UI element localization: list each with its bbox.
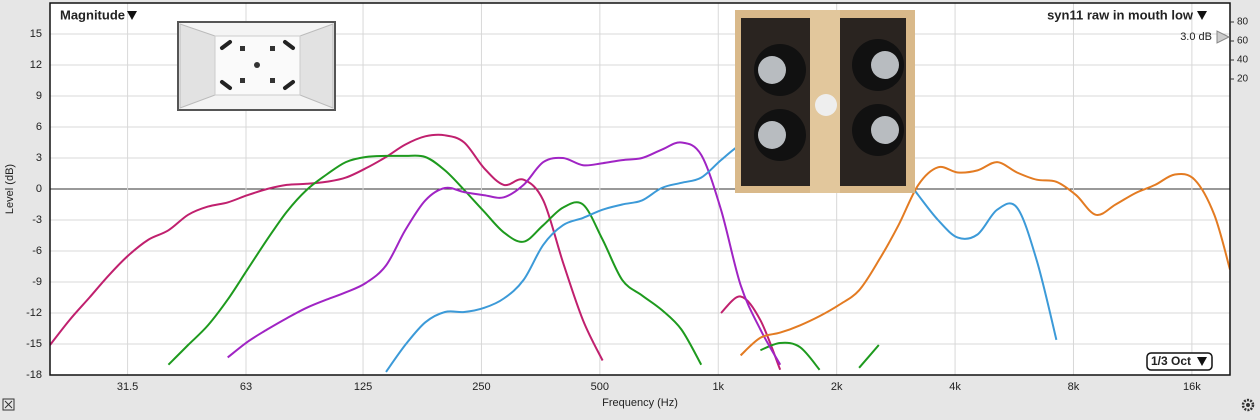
response-curve	[50, 133, 604, 361]
y-tick-label: -6	[32, 245, 42, 257]
photo-speakers	[735, 10, 915, 193]
y-tick-label: 9	[36, 90, 42, 102]
y-tick-label: 6	[36, 121, 42, 133]
dropdown-arrow[interactable]	[127, 11, 137, 20]
response-curve	[167, 154, 703, 366]
settings-icon[interactable]	[1241, 398, 1255, 412]
x-tick-label: 125	[354, 381, 372, 393]
y-tick-label: 15	[30, 28, 42, 40]
response-curve	[858, 344, 880, 369]
y-axis-label: Level (dB)	[4, 164, 16, 214]
response-curve	[385, 125, 1058, 373]
right-scale-label: 20	[1237, 74, 1249, 85]
x-tick-label: 31.5	[117, 381, 138, 393]
y-tick-label: -18	[26, 369, 42, 381]
x-tick-label: 250	[472, 381, 490, 393]
y-tick-label: 3	[36, 152, 42, 164]
plot-frame	[49, 2, 1231, 376]
zoom-label: 3.0 dB	[1180, 31, 1212, 43]
measurement-name[interactable]: syn11 raw in mouth low	[1047, 7, 1194, 22]
y-tick-label: -15	[26, 338, 42, 350]
x-tick-label: 4k	[949, 381, 961, 393]
right-scale-label: 80	[1237, 17, 1249, 28]
x-axis-label: Frequency (Hz)	[602, 397, 678, 409]
right-scale-label: 40	[1237, 55, 1249, 66]
x-tick-label: 63	[240, 381, 252, 393]
y-tick-label: 12	[30, 59, 42, 71]
zoom-slider[interactable]	[1216, 30, 1231, 44]
x-tick-label: 16k	[1183, 381, 1201, 393]
right-scale-label: 60	[1237, 36, 1249, 47]
y-tick-label: -9	[32, 276, 42, 288]
photo-horn	[177, 21, 336, 111]
y-tick-label: -12	[26, 307, 42, 319]
x-tick-label: 1k	[712, 381, 724, 393]
curves	[50, 125, 1230, 373]
panel-title[interactable]: Magnitude	[60, 7, 125, 22]
dropdown-arrow[interactable]	[1197, 357, 1207, 366]
x-tick-label: 500	[591, 381, 609, 393]
y-tick-label: 0	[36, 183, 42, 195]
response-curve	[720, 295, 782, 371]
response-curve	[227, 141, 782, 366]
close-icon[interactable]	[2, 398, 15, 411]
x-tick-label: 2k	[831, 381, 843, 393]
smoothing-button[interactable]	[1146, 352, 1213, 371]
response-curve	[739, 161, 1230, 357]
x-tick-label: 8k	[1068, 381, 1080, 393]
smoothing-label[interactable]: 1/3 Oct	[1151, 354, 1191, 368]
y-tick-label: -3	[32, 214, 42, 226]
dropdown-arrow[interactable]	[1197, 11, 1207, 20]
